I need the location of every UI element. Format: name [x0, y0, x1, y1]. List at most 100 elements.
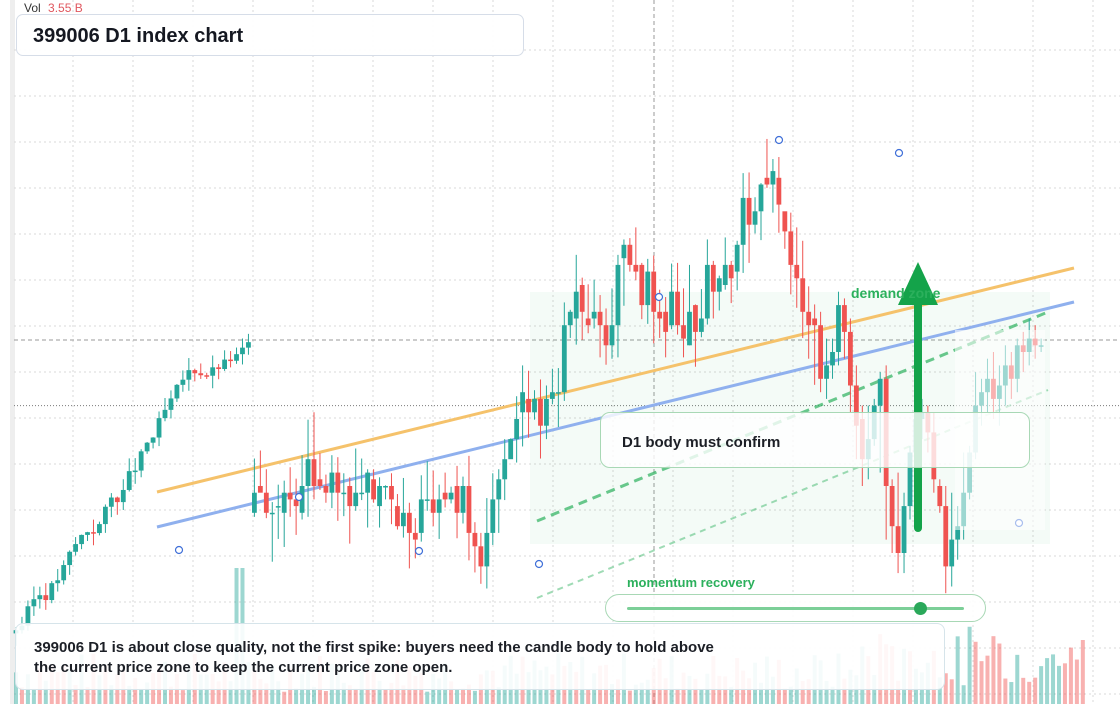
volume-bar: [425, 691, 430, 704]
volume-bar: [1015, 654, 1020, 704]
volume-bar: [985, 655, 990, 704]
candle: [305, 419, 311, 517]
candle: [782, 211, 788, 249]
candle: [550, 368, 555, 405]
candle: [466, 455, 472, 561]
candle: [246, 333, 251, 355]
candle-body: [681, 325, 686, 339]
candle-body: [323, 486, 329, 493]
candle: [573, 254, 579, 345]
candle-body: [442, 492, 448, 500]
candle: [61, 560, 67, 585]
candle-body: [37, 595, 43, 600]
candle-body: [794, 264, 800, 279]
candle-body: [448, 492, 454, 500]
candle: [442, 472, 448, 508]
candle-body: [472, 532, 478, 547]
candle: [79, 534, 84, 550]
candle: [31, 586, 37, 616]
candle-body: [651, 271, 657, 312]
candle: [418, 475, 424, 542]
volume-bar: [312, 686, 316, 704]
candle-body: [67, 551, 73, 566]
candle-body: [406, 512, 412, 533]
volume-bar: [323, 691, 328, 704]
volume-bar: [264, 683, 269, 704]
candle-body: [830, 352, 835, 366]
candle: [794, 227, 800, 308]
candle-body: [317, 479, 323, 486]
candle: [704, 239, 710, 325]
candle: [275, 484, 281, 539]
volume-bar: [943, 673, 948, 704]
candle: [114, 496, 120, 515]
candle-body: [114, 497, 120, 503]
candle: [97, 521, 102, 536]
signal-marker: [294, 492, 304, 502]
candle: [43, 583, 49, 610]
candle-body: [401, 512, 406, 527]
candle: [496, 469, 502, 533]
candle-body: [544, 398, 549, 426]
candle: [198, 363, 204, 379]
candle-body: [615, 264, 621, 326]
candle: [311, 412, 317, 500]
volume-bar: [472, 690, 477, 704]
candle-body: [389, 486, 394, 500]
candle-body: [639, 264, 645, 306]
candle: [812, 304, 818, 385]
candle-body: [162, 409, 168, 419]
volume-bar: [168, 686, 173, 704]
candle: [67, 550, 73, 575]
volume-bar: [455, 688, 460, 704]
candle-body: [198, 373, 204, 376]
volume-bar: [627, 690, 632, 704]
volume-bar: [586, 689, 591, 704]
candle: [359, 458, 365, 501]
candle: [716, 275, 722, 311]
candle: [126, 458, 132, 492]
candle-body: [716, 278, 722, 292]
candle-body: [275, 506, 281, 508]
candle: [317, 453, 323, 491]
volume-bar: [276, 681, 281, 704]
candle: [269, 502, 275, 562]
candle-body: [418, 499, 424, 533]
volume-bar: [437, 678, 442, 704]
candle-body: [752, 211, 758, 225]
volume-bar: [1080, 640, 1085, 704]
candle-body: [234, 354, 239, 361]
candle-body: [168, 398, 174, 410]
candle: [639, 262, 645, 320]
volume-bar: [997, 643, 1002, 704]
candle: [365, 469, 371, 528]
signal-marker: [174, 545, 184, 555]
volume-bar: [1021, 677, 1026, 704]
candle-body: [895, 526, 901, 553]
confirm-text: D1 body must confirm: [622, 434, 781, 451]
volume-bar: [1057, 665, 1061, 704]
candle-body: [281, 492, 287, 513]
candle-body: [311, 459, 317, 486]
candle-body: [293, 499, 299, 507]
up-arrow-head: [898, 262, 938, 305]
candle: [240, 338, 245, 365]
candle: [37, 586, 43, 609]
candle-body: [848, 331, 853, 386]
candle: [85, 531, 90, 541]
candle: [544, 385, 549, 440]
signal-marker: [774, 135, 784, 145]
candle-body: [746, 197, 752, 225]
candle: [842, 298, 847, 359]
volume-bar: [258, 679, 263, 704]
candle: [746, 172, 752, 263]
candle: [830, 338, 835, 379]
left-scale-strip: [10, 0, 15, 704]
candle-body: [585, 318, 591, 326]
candle-body: [55, 580, 61, 584]
candle: [103, 504, 108, 533]
candle-body: [246, 342, 251, 348]
candle: [73, 537, 78, 556]
candle-body: [150, 437, 156, 443]
candle: [257, 450, 263, 493]
